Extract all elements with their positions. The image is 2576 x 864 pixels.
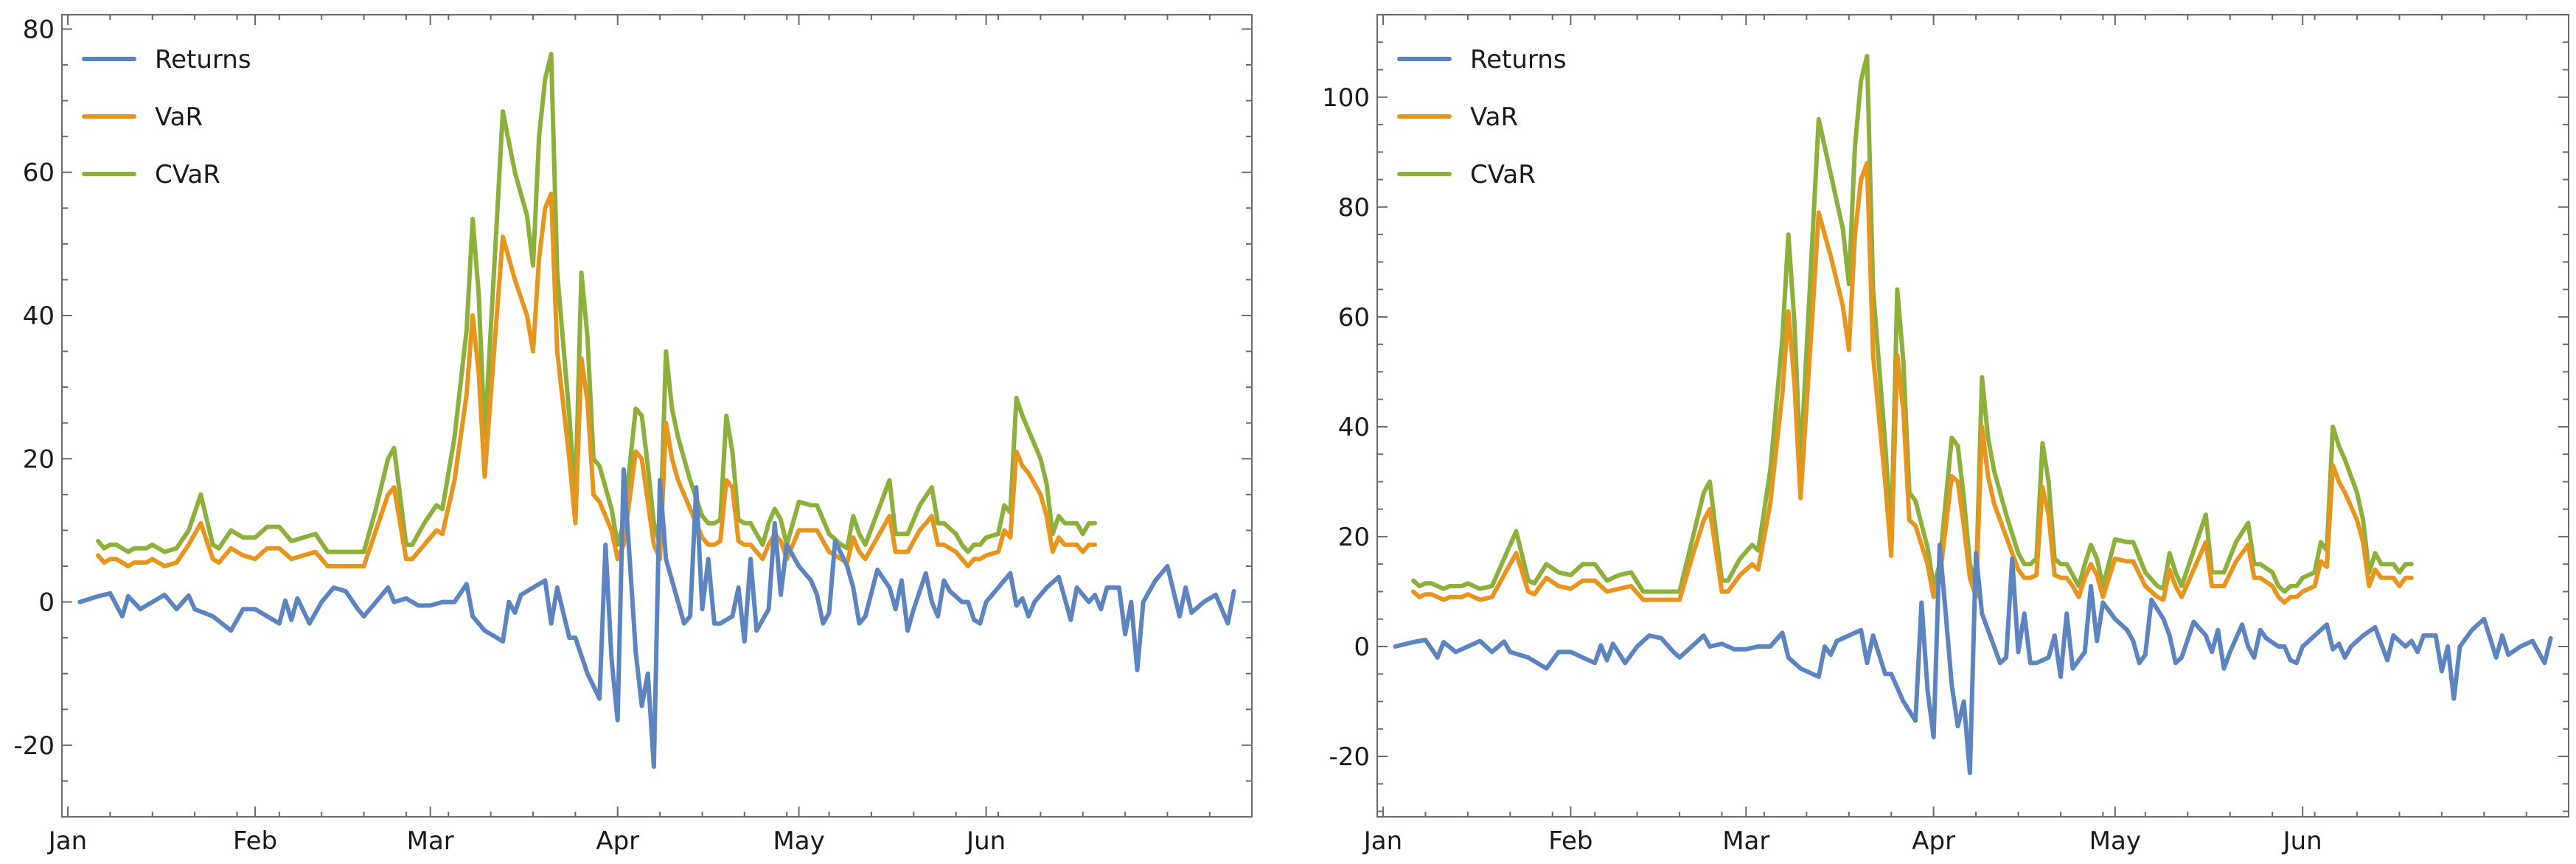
series-line-cvar: [96, 52, 1098, 554]
chart-right: -20 0 20 40 60 80 100 Jan Feb Mar Apr May Jun Returns…: [1322, 14, 2569, 856]
x-tick-label: Mar: [407, 826, 454, 856]
legend-label-returns: Returns: [155, 45, 251, 74]
series-line-var: [96, 191, 1098, 568]
y-tick-label: 0: [1354, 633, 1370, 662]
legend-label-var: VaR: [1470, 102, 1518, 132]
x-tick-label: Jun: [2282, 826, 2322, 856]
y-tick-label: 0: [38, 588, 55, 618]
series-line-cvar: [1411, 53, 2414, 594]
y-tick-label: 100: [1322, 83, 1370, 113]
y-tick-label: 20: [1338, 523, 1370, 552]
x-tick-label: Apr: [596, 826, 639, 856]
x-tick-label: Apr: [1912, 826, 1955, 856]
y-tick-label: 40: [1338, 413, 1370, 442]
x-tick-label: Jan: [47, 826, 87, 856]
chart-left: -20 0 20 40 60 80 Jan Feb Mar Apr May Jun Returns VaR…: [13, 14, 1253, 856]
x-tick-label: Feb: [1548, 826, 1592, 856]
y-tick-label: 80: [1338, 193, 1370, 223]
y-tick-label: 40: [23, 302, 55, 331]
plot-frame: [61, 14, 1253, 818]
x-tick-label: Feb: [233, 826, 277, 856]
y-tick-label: 60: [23, 158, 55, 188]
plot-frame: [1376, 14, 2569, 818]
series-line-var: [1411, 161, 2414, 605]
y-tick-label: -20: [13, 731, 55, 761]
legend-label-var: VaR: [155, 102, 203, 132]
x-tick-label: May: [773, 826, 824, 856]
x-tick-label: Jan: [1362, 826, 1402, 856]
x-tick-label: May: [2089, 826, 2141, 856]
y-tick-label: 80: [23, 15, 55, 44]
legend-label-returns: Returns: [1470, 45, 1567, 74]
series-line-returns: [77, 467, 1236, 769]
y-tick-label: 20: [23, 445, 55, 474]
x-tick-label: Jun: [965, 826, 1006, 856]
x-tick-label: Mar: [1722, 826, 1769, 856]
legend-label-cvar: CVaR: [155, 160, 220, 189]
y-tick-label: 60: [1338, 303, 1370, 332]
y-tick-label: -20: [1329, 742, 1370, 772]
legend-label-cvar: CVaR: [1470, 160, 1536, 189]
series-line-returns: [1393, 543, 2553, 776]
